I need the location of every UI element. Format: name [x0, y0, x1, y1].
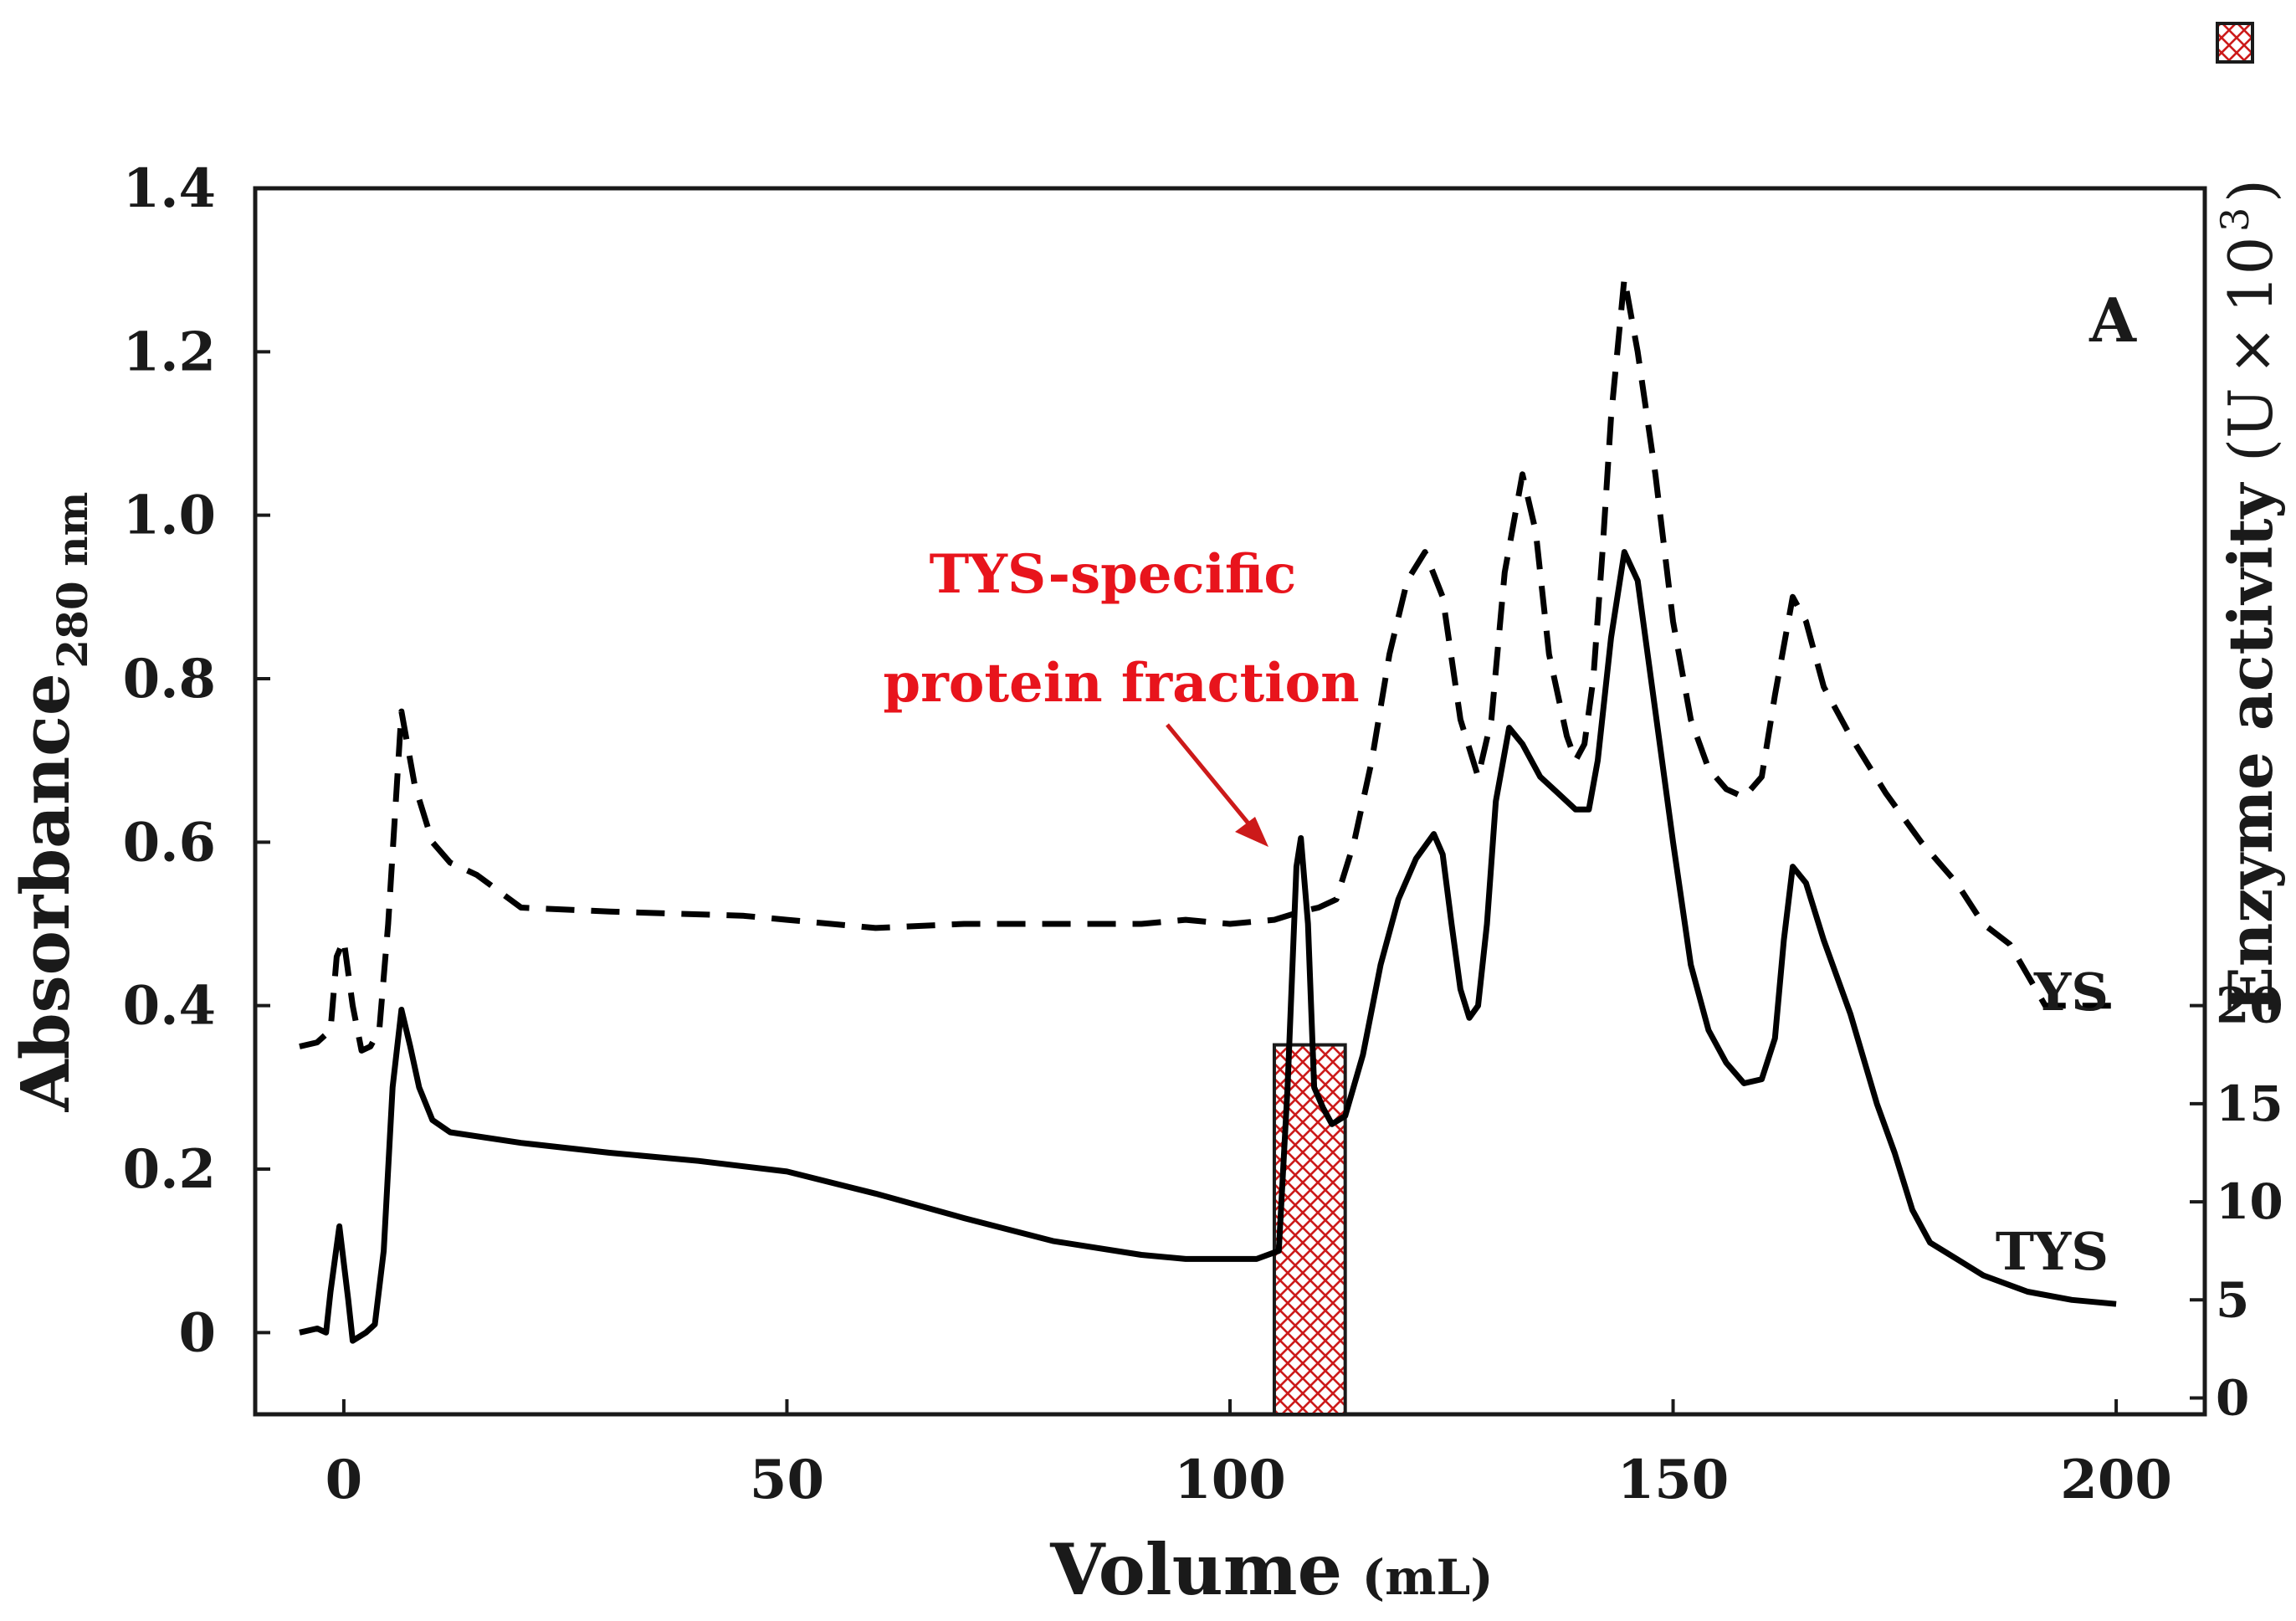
- x-tick-label: 50: [750, 1449, 824, 1511]
- y-left-tick-label: 1.2: [123, 321, 216, 383]
- enzyme-activity-legend-swatch: [2216, 22, 2254, 64]
- annotation-arrow-head: [1235, 817, 1268, 847]
- y-left-tick-label: 1.4: [123, 157, 216, 220]
- y-left-tick-label: 0.2: [123, 1138, 216, 1201]
- y-left-tick-label: 0.6: [123, 811, 216, 874]
- y-left-tick-label: 1.0: [123, 485, 216, 547]
- series-label-tys: TYS: [1996, 1221, 2109, 1282]
- y-right-tick-label: 10: [2216, 1173, 2283, 1230]
- y-right-tick-label: 0: [2216, 1369, 2249, 1426]
- annotation-line-1: TYS-specific: [930, 543, 1297, 606]
- panel-label: A: [2088, 285, 2137, 356]
- annotation-line-2: protein fraction: [883, 652, 1359, 715]
- x-tick-label: 150: [1617, 1449, 1730, 1511]
- y-left-tick-label: 0.8: [123, 648, 216, 710]
- annotation-arrow-shaft: [1166, 723, 1254, 830]
- series-label-ys: YS: [2033, 962, 2109, 1023]
- y-left-tick-label: 0: [178, 1301, 216, 1364]
- series-lines: [299, 274, 2117, 1344]
- x-tick-label: 200: [2060, 1449, 2172, 1511]
- x-tick-label: 100: [1174, 1449, 1286, 1511]
- series-line-tys: [299, 549, 2117, 1344]
- x-tick-label: 0: [325, 1449, 363, 1511]
- y-right-tick-label: 15: [2216, 1075, 2283, 1132]
- axis-ticks: 0 50 100 150 200 0 0.2 0.4 0.6 0.8 1.0 1.2 1.4 0 5 10 15…: [123, 157, 2283, 1511]
- y-right-tick-label: 5: [2216, 1271, 2249, 1328]
- y-axis-title-left: Absorbance 280 nm: [6, 492, 97, 1113]
- y-axis-title-right: Enzyme activity (U × 10 3 ): [2212, 179, 2286, 1013]
- x-axis-title: Volume (mL): [1049, 1528, 1493, 1611]
- series-line-ys: [299, 274, 2117, 1054]
- y-left-tick-label: 0.4: [123, 975, 216, 1038]
- y-right-tick-label: 20: [2216, 977, 2283, 1034]
